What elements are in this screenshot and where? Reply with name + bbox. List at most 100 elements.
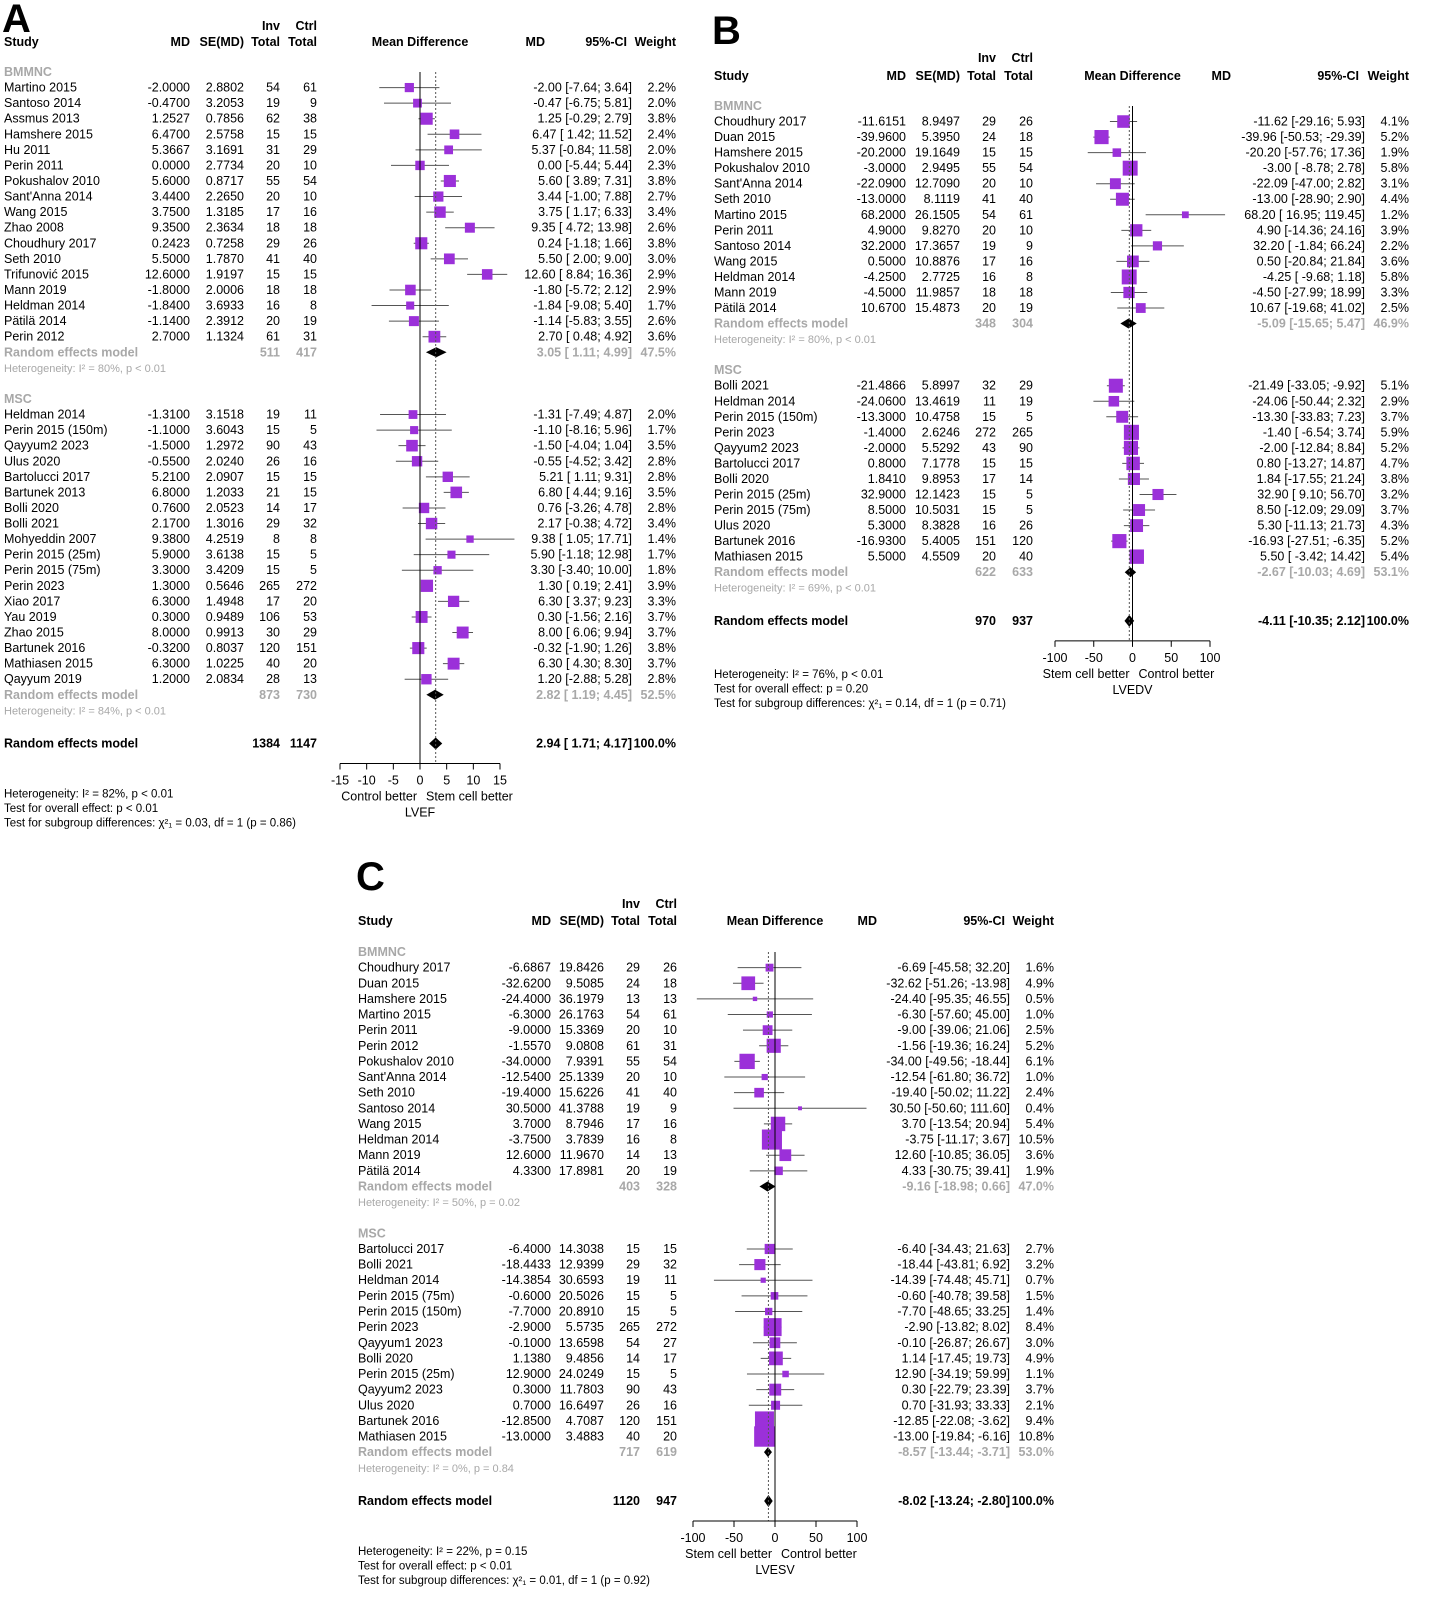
- study-weight: 2.2%: [648, 81, 677, 95]
- study-weight: 3.4%: [648, 517, 677, 531]
- study-md: 3.7500: [152, 205, 190, 219]
- study-weight: 5.4%: [1381, 550, 1410, 564]
- study-inv-total: 15: [626, 1289, 640, 1303]
- study-weight: 1.0%: [1026, 1008, 1055, 1022]
- study-se: 5.5292: [922, 441, 960, 455]
- footer-statistic: Test for subgroup differences: χ²₁ = 0.1…: [714, 698, 1006, 710]
- study-weight: 1.5%: [1026, 1289, 1055, 1303]
- study-ctrl-total: 16: [303, 454, 317, 468]
- subgroup-heterogeneity: Heterogeneity: I² = 50%, p = 0.02: [358, 1197, 520, 1209]
- study-md: 5.2100: [152, 470, 190, 484]
- study-inv-total: 19: [266, 408, 280, 422]
- study-md: 12.6000: [506, 1148, 551, 1162]
- study-name: Qayyum2 2023: [4, 439, 89, 453]
- study-square: [1109, 178, 1121, 190]
- study-square: [1123, 286, 1135, 299]
- study-md: -2.0000: [148, 81, 190, 95]
- study-inv-total: 20: [266, 314, 280, 328]
- subgroup-label: BMMNC: [358, 945, 406, 959]
- study-md: 5.9000: [152, 548, 190, 562]
- study-weight: 2.4%: [648, 127, 677, 141]
- study-ctrl-total: 31: [663, 1039, 677, 1053]
- subgroup-pooled-ci: -5.09 [-15.65; 5.47]: [1257, 317, 1365, 331]
- study-name: Heldman 2014: [714, 394, 795, 408]
- header-study: Study: [4, 35, 39, 49]
- study-ci-text: 6.30 [ 4.30; 8.30]: [538, 657, 632, 671]
- study-inv-total: 15: [266, 423, 280, 437]
- study-ctrl-total: 29: [303, 143, 317, 157]
- study-ctrl-total: 10: [663, 1023, 677, 1037]
- overall-inv: 1120: [613, 1494, 640, 1508]
- overall-weight: 100.0%: [1012, 1494, 1054, 1508]
- study-square: [434, 206, 446, 218]
- study-square: [447, 550, 456, 559]
- study-ci-text: 0.76 [-3.26; 4.78]: [537, 501, 632, 515]
- study-md: 1.2000: [152, 672, 190, 686]
- study-inv-total: 151: [975, 534, 996, 548]
- study-inv-total: 15: [982, 503, 996, 517]
- study-name: Seth 2010: [358, 1086, 415, 1100]
- footer-statistic: Heterogeneity: I² = 22%, p = 0.15: [358, 1546, 527, 1558]
- study-name: Pätilä 2014: [714, 301, 777, 315]
- study-inv-total: 15: [982, 488, 996, 502]
- study-inv-total: 14: [266, 501, 280, 515]
- study-weight: 1.7%: [648, 299, 677, 313]
- study-square: [760, 1277, 766, 1283]
- study-inv-total: 20: [626, 1023, 640, 1037]
- axis-left-label: Stem cell better: [1043, 667, 1130, 681]
- x-axis-tick-label: 10: [466, 774, 480, 788]
- study-name: Martino 2015: [4, 81, 77, 95]
- study-square: [406, 439, 418, 452]
- study-se: 2.0523: [206, 501, 244, 515]
- study-se: 1.0225: [206, 657, 244, 671]
- study-square: [1108, 378, 1123, 393]
- study-ctrl-total: 32: [663, 1258, 677, 1272]
- study-ci-text: 6.80 [ 4.44; 9.16]: [538, 485, 632, 499]
- header-mean-difference: Mean Difference: [1084, 69, 1181, 83]
- study-md: 9.3500: [152, 221, 190, 235]
- study-square: [754, 1411, 774, 1431]
- study-se: 1.1324: [206, 330, 244, 344]
- study-ctrl-total: 8: [670, 1133, 677, 1147]
- study-square: [782, 1370, 789, 1378]
- study-se: 2.7734: [206, 158, 244, 172]
- study-weight: 3.2%: [1381, 488, 1410, 502]
- x-axis-label: LVEF: [405, 806, 436, 820]
- study-ci-text: -0.10 [-26.87; 26.67]: [897, 1336, 1010, 1350]
- study-se: 3.7839: [566, 1133, 604, 1147]
- study-ci-text: -1.84 [-9.08; 5.40]: [533, 299, 632, 313]
- study-md: 0.3000: [152, 610, 190, 624]
- study-md: -4.2500: [864, 270, 906, 284]
- study-inv-total: 17: [982, 254, 996, 268]
- study-inv-total: 20: [982, 223, 996, 237]
- study-se: 11.9670: [560, 1148, 604, 1162]
- study-se: 8.7946: [566, 1117, 604, 1131]
- forest-rows: BMMNC Choudhury 2017 -11.6151 8.9497 29 26 -11…: [714, 99, 1409, 595]
- study-se: 4.5509: [922, 550, 960, 564]
- study-name: Perin 2015 (75m): [358, 1289, 455, 1303]
- header-mean-difference: Mean Difference: [727, 914, 824, 928]
- subgroup-heterogeneity: Heterogeneity: I² = 80%, p < 0.01: [714, 334, 876, 346]
- study-name: Sant'Anna 2014: [4, 190, 93, 204]
- overall-ctrl: 947: [656, 1494, 677, 1508]
- study-md: 12.6000: [145, 267, 190, 281]
- study-md: -0.4700: [148, 96, 190, 110]
- study-ctrl-total: 5: [1026, 503, 1033, 517]
- overall-ci: -4.11 [-10.35; 2.12]: [1258, 614, 1365, 628]
- study-square: [1152, 241, 1163, 251]
- study-ctrl-total: 18: [1019, 285, 1033, 299]
- study-ci-text: 5.21 [ 1.11; 9.31]: [539, 470, 632, 484]
- study-ctrl-total: 15: [303, 127, 317, 141]
- study-inv-total: 272: [975, 425, 996, 439]
- study-weight: 10.5%: [1019, 1133, 1054, 1147]
- study-ctrl-total: 15: [303, 267, 317, 281]
- study-md: -3.7500: [509, 1133, 551, 1147]
- study-weight: 3.8%: [648, 174, 677, 188]
- panel-a: A Inv Ctrl Study MD SE(MD) Total Total Mean Diff…: [2, 0, 677, 830]
- study-square: [1130, 224, 1143, 237]
- study-md: 4.9000: [868, 223, 906, 237]
- study-md: -1.5000: [148, 439, 190, 453]
- study-se: 2.7725: [922, 270, 960, 284]
- study-ci-text: -0.55 [-4.52; 3.42]: [533, 454, 632, 468]
- study-square: [444, 145, 454, 155]
